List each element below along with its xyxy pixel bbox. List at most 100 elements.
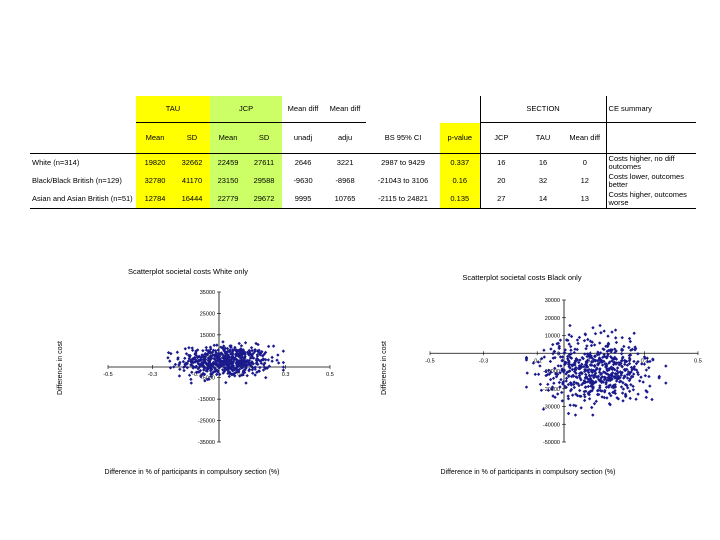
y-tick-label: 35000: [200, 290, 215, 296]
cell-mean-diff-adj: -8968: [335, 176, 355, 185]
cell-bs-ci: -2115 to 24821: [366, 190, 441, 209]
data-point: [645, 356, 649, 360]
data-point: [281, 368, 286, 372]
cell-section-tau: 14: [522, 190, 565, 209]
x-tick-label: -0.5: [103, 372, 112, 378]
subheader-mean-diff-unadj: unadj: [282, 122, 325, 154]
data-point: [598, 358, 603, 363]
data-point: [536, 372, 541, 376]
data-point: [619, 385, 624, 389]
data-point: [187, 373, 192, 377]
ce-summary-cell: Costs higher, outcomes worse: [605, 190, 697, 209]
data-point: [623, 362, 627, 367]
data-point: [281, 349, 286, 353]
data-point: [243, 368, 247, 372]
cell-jcp-mean: 22459: [210, 153, 247, 172]
data-point: [214, 372, 219, 377]
data-point: [613, 336, 618, 340]
data-point: [585, 352, 590, 356]
data-point: [218, 372, 222, 377]
row-label: Asian and Asian British (n=51): [30, 190, 136, 209]
data-point: [210, 350, 215, 355]
cell-jcp-mean: 23150: [210, 172, 247, 190]
data-point: [176, 356, 180, 360]
data-point: [648, 384, 652, 388]
cell-bs-ci: -21043 to 3106: [377, 176, 429, 185]
y-tick-label: 25000: [200, 311, 215, 317]
data-point: [254, 341, 258, 346]
data-point: [546, 382, 550, 387]
data-point: [227, 350, 232, 354]
data-point: [566, 411, 571, 416]
data-point: [231, 348, 235, 352]
data-point: [231, 359, 236, 364]
data-point: [582, 364, 586, 369]
data-point: [209, 351, 213, 355]
cell-section-mean-diff: 0: [582, 158, 587, 167]
cell-tau-sd: 32662: [174, 153, 211, 172]
data-point: [599, 331, 603, 335]
data-point: [614, 340, 619, 345]
sub-header-row: Mean SD Mean SD unadj adju BS 95% CI p-value JCP…: [30, 122, 697, 154]
data-point: [202, 372, 207, 376]
data-point: [250, 360, 254, 364]
data-point: [262, 362, 266, 367]
data-point: [271, 344, 276, 348]
data-point: [570, 393, 575, 397]
cell-jcp-sd: 27611: [246, 153, 283, 172]
data-point: [208, 362, 212, 366]
cell-section-jcp: 16: [479, 153, 523, 172]
data-point: [193, 351, 198, 355]
data-point: [548, 359, 553, 364]
data-point: [229, 367, 233, 371]
data-point: [627, 389, 632, 393]
data-point: [209, 374, 213, 379]
data-point: [610, 330, 614, 334]
data-point: [627, 336, 632, 341]
data-point: [613, 372, 618, 376]
data-point: [619, 351, 624, 356]
data-point: [620, 365, 624, 369]
data-point: [551, 342, 555, 347]
data-point: [190, 346, 194, 350]
data-point: [256, 362, 260, 366]
cell-section-mean-diff: 12: [580, 176, 589, 185]
data-point: [615, 396, 619, 400]
data-point: [258, 353, 262, 357]
data-point: [613, 347, 617, 351]
scatter-black: Scatterplot societal costs Black only Di…: [381, 273, 702, 476]
data-point: [588, 354, 592, 358]
data-point: [196, 362, 201, 366]
data-point: [572, 369, 577, 374]
data-point: [625, 367, 629, 372]
data-point: [281, 365, 286, 369]
data-point: [560, 368, 564, 373]
data-point: [551, 376, 556, 381]
data-point: [258, 365, 262, 370]
data-point: [664, 364, 668, 368]
data-point: [614, 357, 619, 361]
data-point: [624, 359, 629, 364]
data-point: [216, 348, 220, 352]
data-point: [602, 359, 606, 364]
data-point: [612, 386, 616, 390]
data-point: [628, 396, 632, 401]
data-point: [195, 370, 199, 374]
data-point: [586, 384, 591, 389]
data-point: [565, 370, 570, 374]
data-point: [642, 362, 647, 366]
data-point: [647, 374, 651, 379]
data-point: [177, 374, 182, 378]
data-point: [198, 368, 203, 373]
data-point: [579, 406, 583, 410]
data-point: [255, 370, 259, 374]
data-point: [594, 399, 598, 404]
data-point: [558, 371, 562, 375]
data-point: [266, 344, 271, 349]
table-row: Asian and Asian British (n=51) 12784 16444…: [30, 190, 697, 209]
data-point: [557, 380, 562, 385]
data-point: [235, 353, 240, 358]
cell-jcp-mean: 22779: [210, 190, 247, 209]
y-tick-label: 10000: [545, 334, 560, 340]
data-point: [638, 379, 642, 383]
